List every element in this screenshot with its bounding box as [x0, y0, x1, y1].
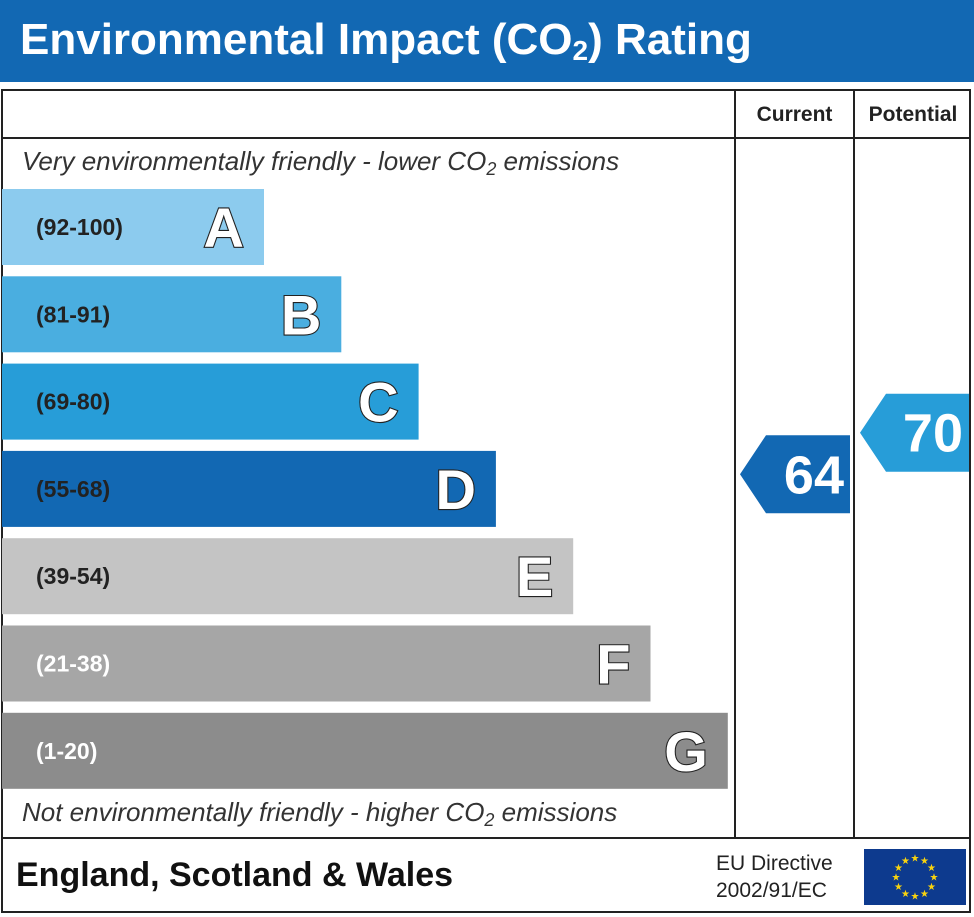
rating-value-potential: 70: [903, 404, 963, 464]
eu-flag-icon: ★ ★★★★★★★★★★★: [864, 849, 966, 905]
caption-bottom: Not environmentally friendly - higher CO…: [22, 797, 618, 830]
rating-arrow-potential: 70: [860, 393, 969, 472]
band-f: (21-38) F: [2, 625, 651, 702]
band-bar-b: [2, 276, 342, 353]
band-letter-label: E: [516, 545, 553, 608]
band-letter-label: D: [435, 458, 475, 521]
caption-bottom-text-end: emissions: [494, 797, 618, 827]
divider-current: [734, 89, 736, 839]
header-rule: [1, 137, 971, 139]
flag-star: ★: [927, 882, 936, 893]
title-text-end: ) Rating: [588, 15, 752, 64]
band-range-label: (39-54): [36, 563, 110, 589]
title-text: Environmental Impact (CO: [20, 15, 573, 64]
band-letter-label: F: [596, 633, 630, 696]
caption-bottom-subscript: 2: [484, 810, 495, 830]
region-label: England, Scotland & Wales: [16, 856, 454, 894]
band-bar-f: [2, 625, 651, 702]
band-g: (1-20) G: [2, 712, 728, 789]
caption-top-text: Very environmentally friendly - lower CO: [22, 146, 487, 176]
band-bar-g: [2, 712, 728, 789]
flag-star: ★: [901, 856, 910, 867]
caption-top-text-end: emissions: [496, 146, 620, 176]
rating-arrow-shape: [740, 435, 850, 514]
band-e: (39-54) E: [2, 538, 574, 615]
caption-top-subscript: 2: [486, 159, 497, 179]
divider-potential: [853, 89, 855, 839]
band-a: (92-100) A: [2, 189, 264, 265]
title-bar: Environmental Impact (CO2) Rating: [0, 0, 974, 82]
band-letter-label: B: [281, 283, 321, 346]
flag-star: ★: [920, 856, 929, 867]
footer-rule: [1, 837, 971, 839]
band-letter-label: C: [358, 371, 398, 434]
column-header-potential: Potential: [868, 103, 958, 126]
band-range-label: (1-20): [36, 738, 97, 764]
band-bar-d: [2, 450, 496, 527]
band-letter-label: A: [204, 196, 244, 259]
rating-arrow-shape: [860, 393, 969, 472]
caption-bottom-text: Not environmentally friendly - higher CO: [22, 797, 485, 827]
flag-star: ★: [930, 873, 939, 884]
band-range-label: (55-68): [36, 476, 110, 502]
band-range-label: (21-38): [36, 651, 110, 677]
flag-star: ★: [901, 889, 910, 900]
band-bar-e: [2, 538, 574, 615]
band-range-label: (69-80): [36, 389, 110, 415]
flag-star: ★: [927, 863, 936, 874]
band-d: (55-68) D: [2, 450, 496, 527]
rating-arrow-current: 64: [740, 435, 850, 514]
eu-directive-number: 2002/91/EC: [716, 879, 827, 902]
band-range-label: (81-91): [36, 301, 110, 327]
flag-star: ★: [894, 882, 903, 893]
band-bar-a: [2, 189, 264, 265]
eu-directive-label: EU Directive: [716, 852, 833, 875]
title-subscript: 2: [572, 35, 589, 66]
band-c: (69-80) C: [2, 363, 419, 440]
flag-field: [864, 849, 966, 905]
band-bar-c: [2, 363, 419, 440]
flag-star: ★: [911, 854, 920, 865]
column-header-current: Current: [756, 103, 833, 126]
flag-star: ★: [894, 863, 903, 874]
band-letter-label: G: [664, 720, 708, 783]
band-b: (81-91) B: [2, 276, 342, 353]
chart-title: Environmental Impact (CO2) Rating: [20, 14, 752, 66]
flag-star: ★: [911, 892, 920, 903]
rating-value-current: 64: [784, 445, 844, 505]
flag-star: ★: [920, 889, 929, 900]
flag-star: ★: [892, 873, 901, 884]
caption-top: Very environmentally friendly - lower CO…: [22, 146, 620, 179]
band-range-label: (92-100): [36, 214, 123, 240]
